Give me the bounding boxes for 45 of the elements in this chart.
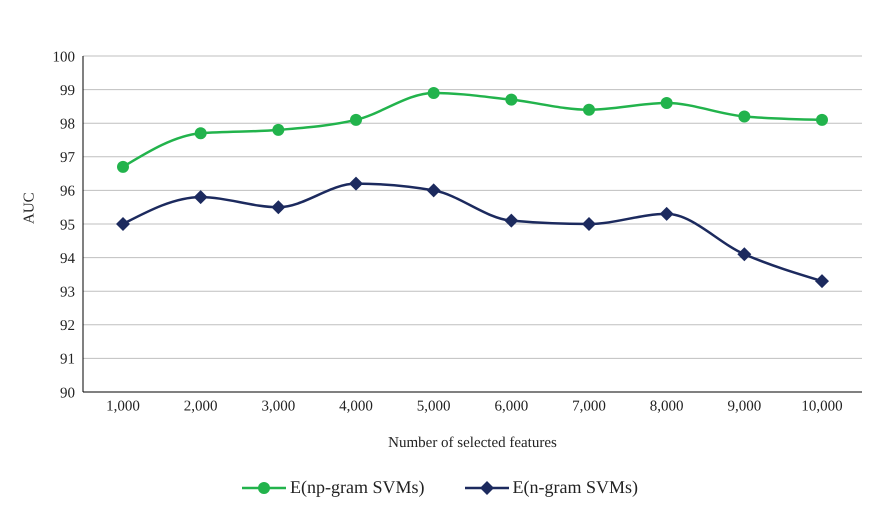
point [426, 183, 441, 198]
y-tick-label: 97 [60, 150, 76, 166]
legend-label: E(np-gram SVMs) [290, 477, 424, 498]
x-tick-label: 4,000 [339, 398, 373, 415]
x-axis-title: Number of selected features [388, 435, 557, 451]
legend-label: E(n-gram SVMs) [512, 477, 638, 498]
y-tick-label: 95 [60, 217, 75, 234]
y-tick-label: 90 [60, 385, 75, 402]
x-tick-label: 2,000 [184, 398, 218, 415]
point [660, 206, 674, 221]
point [194, 127, 207, 140]
point [504, 214, 518, 228]
x-tick-label: 6,000 [494, 398, 528, 415]
y-tick-label: 100 [52, 49, 75, 66]
x-tick-label: 10,000 [801, 398, 843, 415]
point [583, 104, 595, 116]
point [349, 176, 363, 191]
point [428, 86, 440, 99]
point [505, 94, 518, 106]
point [738, 110, 750, 122]
x-tick-label: 7,000 [572, 398, 606, 415]
x-tick-label: 1,000 [106, 398, 140, 415]
y-tick-label: 98 [60, 116, 75, 133]
x-tick-label: 3,000 [261, 398, 296, 415]
y-tick-label: 94 [60, 250, 76, 267]
point [116, 217, 130, 231]
y-tick-label: 92 [60, 318, 75, 334]
x-tick-label: 9,000 [727, 398, 762, 415]
y-tick-label: 93 [60, 284, 75, 301]
x-tick-label: 8,000 [650, 398, 684, 415]
point [271, 200, 286, 214]
point [194, 190, 208, 204]
point [816, 114, 828, 126]
point [737, 247, 752, 262]
point [815, 274, 829, 288]
y-tick-label: 96 [60, 184, 76, 200]
y-axis-title: AUC [21, 192, 38, 224]
y-tick-label: 91 [60, 352, 75, 368]
point [117, 160, 129, 173]
point [272, 124, 284, 136]
point [660, 97, 673, 110]
y-tick-label: 99 [60, 82, 75, 99]
point [350, 114, 362, 126]
x-tick-label: 5,000 [416, 398, 451, 415]
point [582, 217, 596, 231]
